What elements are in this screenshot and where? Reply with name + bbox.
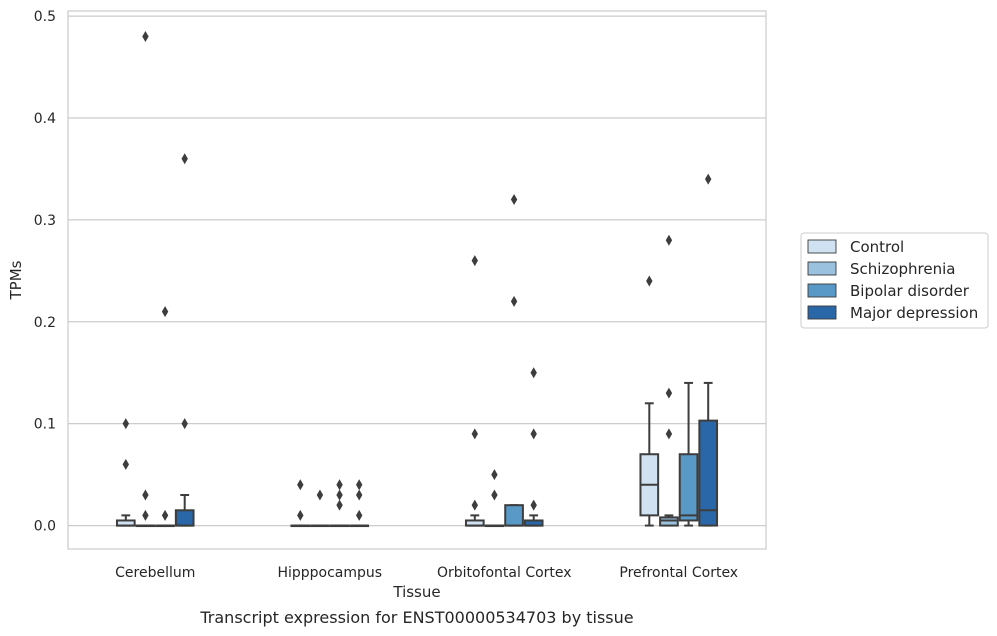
- y-tick-label: 0.3: [34, 213, 56, 229]
- y-tick-label: 0.5: [34, 9, 56, 25]
- outlier-point: [646, 275, 653, 287]
- outlier-point: [530, 428, 537, 440]
- outlier-point: [161, 306, 169, 318]
- outlier-point: [297, 479, 304, 491]
- legend-label-schizophrenia: Schizophrenia: [850, 260, 955, 278]
- outlier-point: [316, 489, 324, 501]
- outlier-point: [665, 234, 673, 246]
- box-body: [698, 419, 719, 527]
- outlier-point: [665, 387, 673, 399]
- box-3-1: [349, 524, 370, 528]
- x-tick-label: Hipppocampus: [277, 565, 382, 581]
- outlier-point: [491, 469, 498, 481]
- box-body: [174, 509, 195, 527]
- legend-swatch-schizophrenia: [807, 261, 837, 276]
- y-tick-label: 0.1: [34, 417, 56, 433]
- y-tick-label: 0.4: [34, 111, 56, 127]
- box-3-2: [523, 514, 544, 527]
- outlier-point: [355, 489, 363, 501]
- box-3-0: [174, 493, 195, 527]
- box-0-0: [115, 514, 136, 527]
- box-body: [504, 504, 524, 527]
- box-3-3: [698, 381, 719, 527]
- legend-label-major-depression: Major depression: [850, 304, 978, 322]
- y-tick-label: 0.2: [34, 315, 56, 331]
- outlier-point: [491, 489, 498, 501]
- x-axis-label: Tissue: [392, 583, 440, 601]
- outlier-point: [510, 295, 518, 307]
- outlier-point: [704, 173, 712, 185]
- outlier-point: [355, 479, 363, 491]
- outlier-point: [181, 418, 188, 430]
- outlier-point: [181, 153, 188, 165]
- box-2-3: [678, 381, 699, 527]
- legend-label-control: Control: [850, 238, 904, 256]
- legend-frame: [800, 232, 989, 329]
- y-axis-label: TPMs: [7, 260, 25, 300]
- box-1-1: [310, 524, 330, 528]
- box-0-1: [290, 524, 311, 528]
- plot-frame: [67, 10, 767, 550]
- box-2-1: [329, 524, 350, 528]
- outlier-point: [142, 509, 149, 521]
- box-0-3: [639, 402, 660, 527]
- box-1-3: [659, 514, 679, 527]
- outlier-point: [142, 30, 149, 42]
- chart-caption: Transcript expression for ENST0000053470…: [199, 608, 633, 627]
- legend-swatch-bipolar: [807, 283, 837, 298]
- outlier-point: [142, 489, 149, 501]
- y-tick-label: 0.0: [34, 519, 56, 535]
- outlier-point: [297, 509, 304, 521]
- outlier-point: [336, 499, 343, 511]
- legend-swatch-major-depression: [807, 305, 837, 320]
- outlier-point: [122, 458, 130, 470]
- outlier-point: [530, 367, 537, 379]
- outlier-point: [161, 509, 169, 521]
- x-tick-labels: Cerebellum Hipppocampus Orbitofontal Corte…: [115, 565, 738, 581]
- outlier-point: [336, 479, 343, 491]
- box-2-2: [504, 504, 524, 527]
- outlier-point: [471, 499, 479, 511]
- outlier-point: [510, 194, 518, 206]
- legend: Control Schizophrenia Bipolar disorder M…: [800, 232, 989, 329]
- boxes: [115, 381, 719, 528]
- outlier-point: [530, 499, 537, 511]
- outlier-point: [355, 509, 363, 521]
- outlier-point: [471, 255, 479, 267]
- x-tick-label: Prefrontal Cortex: [619, 565, 738, 581]
- x-tick-label: Orbitofontal Cortex: [437, 565, 572, 581]
- outlier-point: [665, 428, 673, 440]
- outliers: [122, 30, 712, 521]
- box-2-0: [155, 524, 175, 528]
- box-1-2: [484, 524, 505, 528]
- legend-swatch-control: [807, 239, 837, 254]
- box-body: [659, 516, 679, 527]
- outlier-point: [471, 428, 479, 440]
- y-tick-labels: 0.0 0.1 0.2 0.3 0.4 0.5: [34, 9, 56, 534]
- gridlines: [68, 15, 766, 527]
- x-tick-label: Cerebellum: [115, 565, 195, 581]
- box-body: [678, 453, 699, 522]
- box-0-2: [464, 514, 485, 527]
- outlier-point: [336, 489, 343, 501]
- box-1-0: [135, 524, 156, 528]
- legend-label-bipolar: Bipolar disorder: [850, 282, 970, 300]
- outlier-point: [122, 418, 130, 430]
